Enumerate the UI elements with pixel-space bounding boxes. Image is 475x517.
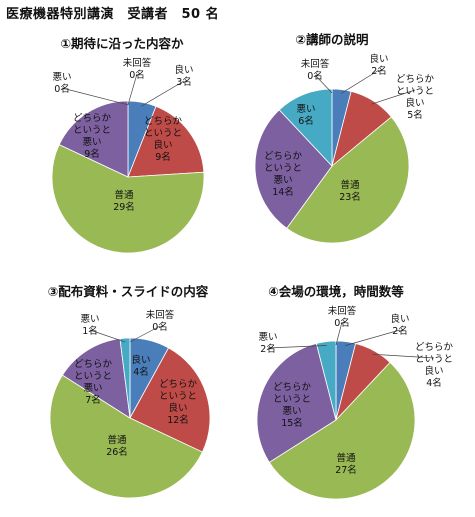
pie-slice-futsu — [268, 361, 416, 500]
pie-slice-dochira_warui — [256, 342, 337, 463]
slice-label: どちらかというと良い 12名 — [159, 379, 198, 426]
leader-line — [127, 73, 138, 105]
slice-label: 良い 2名 — [369, 53, 388, 77]
pie-slice-dochira_yoi — [129, 347, 211, 453]
chart-title: ①期待に沿った内容か — [60, 36, 184, 51]
slice-label: どちらかというと良い 4名 — [415, 342, 454, 389]
slice-label: 良い 3名 — [174, 64, 193, 88]
slice-label: 未回答 0名 — [146, 309, 175, 333]
leader-line — [61, 87, 129, 106]
leader-line — [345, 329, 401, 346]
page-title: 医療機器特別講演 受講者 50 名 — [6, 7, 220, 22]
slice-label: 未回答 0名 — [328, 305, 357, 329]
pie-slice-warui — [278, 88, 333, 168]
slice-label: 悪い 6名 — [296, 104, 315, 127]
pie-slice-futsu — [49, 374, 203, 499]
pie-slice-futsu — [51, 144, 205, 254]
slice-label: どちらかというと悪い 15名 — [273, 382, 312, 429]
pie-slice-warui — [315, 340, 337, 421]
leader-line — [89, 329, 126, 343]
slice-label: 良い 2名 — [390, 313, 409, 337]
leader-line — [267, 345, 327, 349]
slice-label: 良い 4名 — [131, 354, 150, 378]
slice-label: どちらかというと悪い 14名 — [264, 151, 303, 198]
slice-label: 未回答 0名 — [123, 57, 152, 81]
pie-slice-warui — [119, 337, 131, 419]
slice-label: どちらかというと悪い 7名 — [74, 359, 113, 406]
leader-line — [372, 353, 435, 359]
slice-label: 悪い 2名 — [258, 332, 277, 355]
slice-label: 普通 23名 — [339, 179, 361, 203]
slice-label: 悪い 1名 — [80, 314, 99, 337]
pie-slice-dochira_warui — [58, 100, 129, 178]
slice-label: どちらかというと悪い 9名 — [73, 113, 112, 160]
slice-label: 普通 27名 — [335, 452, 357, 476]
pie-slice-dochira_warui — [61, 338, 131, 419]
leader-line — [371, 89, 416, 105]
slice-label: 未回答 0名 — [301, 58, 330, 82]
pie-slice-futsu — [286, 116, 410, 244]
chart-title: ④会場の環境，時間数等 — [268, 284, 404, 299]
leader-line — [141, 80, 185, 107]
slice-label: 普通 26名 — [106, 434, 128, 458]
slice-label: どちらかというと良い 5名 — [396, 74, 435, 121]
leader-line — [341, 69, 380, 94]
chart-title: ③配布資料・スライドの内容 — [48, 284, 209, 299]
leader-line — [314, 74, 333, 94]
slice-label: 普通 29名 — [113, 189, 135, 213]
slice-label: 悪い 0名 — [52, 72, 71, 95]
chart-title: ②講師の説明 — [295, 32, 368, 47]
leader-line — [335, 321, 343, 345]
leader-line — [129, 325, 161, 343]
pie-slice-dochira_warui — [254, 109, 333, 229]
pie-slice-dochira_yoi — [127, 105, 205, 178]
slice-label: どちらかというと良い 9名 — [144, 116, 183, 163]
